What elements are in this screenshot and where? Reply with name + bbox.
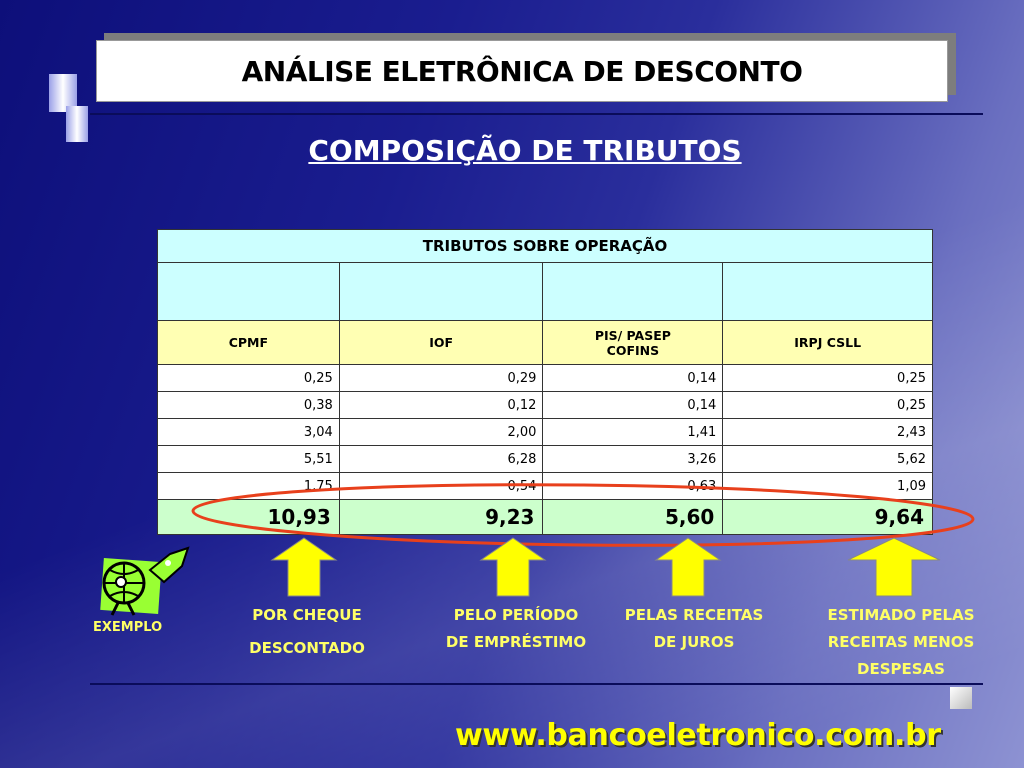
column-header: PIS/ PASEP COFINS xyxy=(542,320,724,365)
cell: 0,14 xyxy=(542,391,724,419)
table-title: TRIBUTOS SOBRE OPERAÇÃO xyxy=(157,229,933,263)
label-estimado: ESTIMADO PELAS RECEITAS MENOS DESPESAS xyxy=(806,602,996,683)
label-juros: PELAS RECEITAS DE JUROS xyxy=(604,602,784,656)
label-cheque: POR CHEQUE DESCONTADO xyxy=(222,602,392,662)
page-title: ANÁLISE ELETRÔNICA DE DESCONTO xyxy=(241,55,803,88)
table-row: 0,25 0,29 0,14 0,25 xyxy=(157,364,933,392)
cell: 0,12 xyxy=(338,391,544,419)
label-line: DE JUROS xyxy=(653,633,735,651)
label-line: DESPESAS xyxy=(857,660,945,678)
total-cell: 9,64 xyxy=(722,499,933,535)
cell: 5,62 xyxy=(722,445,933,473)
decor-square-icon xyxy=(66,106,88,142)
cell: 0,14 xyxy=(542,364,724,392)
up-arrow-icon xyxy=(479,537,547,597)
table-row: 5,51 6,28 3,26 5,62 xyxy=(157,445,933,473)
up-arrow-icon xyxy=(847,537,941,597)
up-arrow-icon xyxy=(654,537,722,597)
label-line: ESTIMADO PELAS xyxy=(827,606,975,624)
totals-row: 10,93 9,23 5,60 9,64 xyxy=(157,499,933,535)
total-cell: 5,60 xyxy=(542,499,724,535)
highlight-ellipse xyxy=(191,483,975,547)
label-line: PELAS RECEITAS xyxy=(624,606,764,624)
label-periodo: PELO PERÍODO DE EMPRÉSTIMO xyxy=(426,602,606,656)
label-line: PELO PERÍODO xyxy=(453,606,579,624)
table-row: 3,04 2,00 1,41 2,43 xyxy=(157,418,933,446)
decor-square-icon xyxy=(49,74,77,112)
table-row: 0,38 0,12 0,14 0,25 xyxy=(157,391,933,419)
title-box: ANÁLISE ELETRÔNICA DE DESCONTO xyxy=(96,40,948,102)
divider xyxy=(90,113,983,115)
label-line: RECEITAS MENOS xyxy=(827,633,975,651)
decor-square-icon xyxy=(950,687,972,709)
total-cell: 10,93 xyxy=(157,499,340,535)
subtitle: COMPOSIÇÃO DE TRIBUTOS xyxy=(308,134,742,167)
up-arrow-icon xyxy=(270,537,338,597)
column-header: CPMF xyxy=(157,320,340,365)
example-label: EXEMPLO xyxy=(93,620,163,635)
total-cell: 9,23 xyxy=(338,499,544,535)
globe-rocket-icon xyxy=(100,546,190,616)
label-line: DE EMPRÉSTIMO xyxy=(445,633,587,651)
label-line: POR CHEQUE xyxy=(252,606,362,624)
cell: 0,38 xyxy=(157,391,340,419)
label-line: DESCONTADO xyxy=(249,639,365,657)
divider xyxy=(90,683,983,685)
footer-url[interactable]: www.bancoeletronico.com.br xyxy=(455,718,941,753)
column-header: IRPJ CSLL xyxy=(722,320,933,365)
cell: 2,43 xyxy=(722,418,933,446)
table-row: 1,75 0,54 0,63 1,09 xyxy=(157,472,933,500)
